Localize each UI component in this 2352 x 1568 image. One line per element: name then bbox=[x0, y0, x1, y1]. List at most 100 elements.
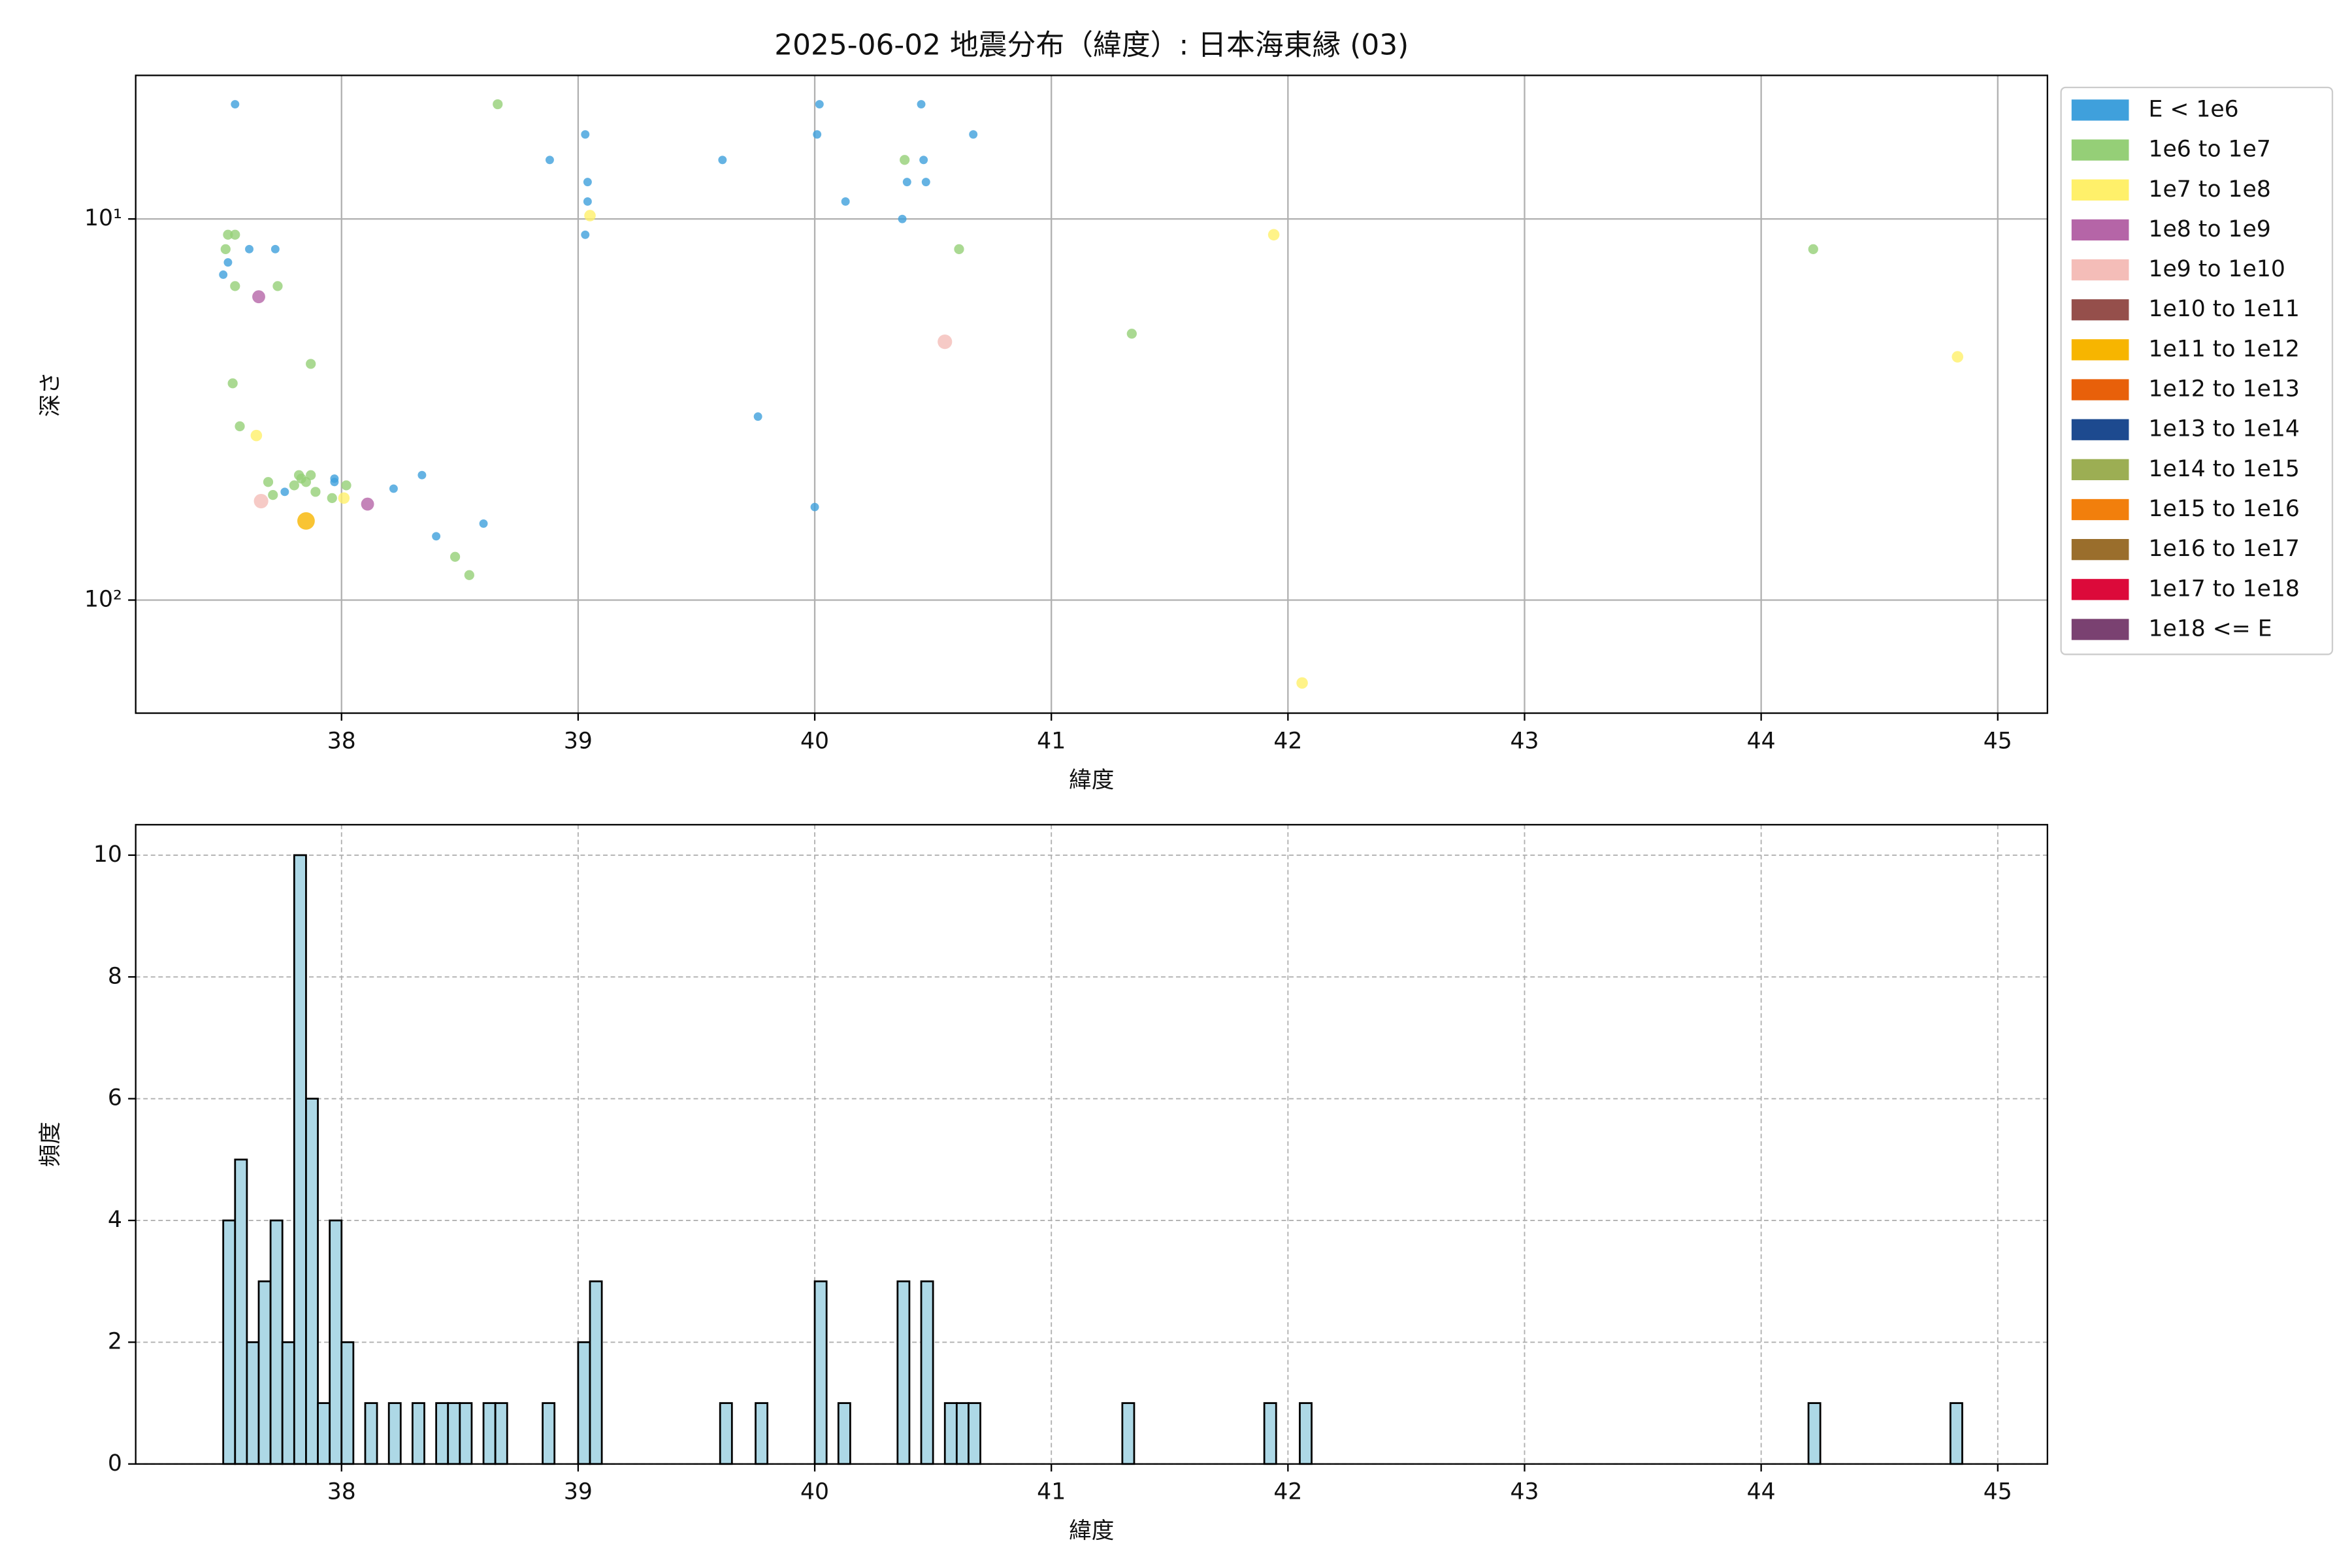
scatter-point bbox=[900, 155, 910, 165]
scatter-point bbox=[389, 484, 398, 493]
histogram-bar bbox=[719, 1402, 733, 1465]
scatter-point bbox=[898, 214, 907, 223]
scatter-point bbox=[1808, 244, 1818, 254]
x-tick-label: 44 bbox=[1747, 728, 1776, 754]
scatter-point bbox=[581, 130, 590, 139]
legend-swatch bbox=[2071, 498, 2129, 521]
scatter-point bbox=[235, 421, 245, 432]
histogram-bar bbox=[340, 1341, 355, 1465]
histogram-bar bbox=[459, 1402, 473, 1465]
histogram-bar bbox=[837, 1402, 851, 1465]
scatter-point bbox=[1296, 677, 1308, 689]
scatter-point bbox=[330, 478, 339, 487]
histogram-bar bbox=[943, 1402, 958, 1465]
x-tick-label: 39 bbox=[564, 728, 593, 754]
scatter-point bbox=[921, 178, 930, 187]
legend-swatch bbox=[2071, 379, 2129, 400]
histogram-bar bbox=[293, 854, 307, 1465]
scatter-point bbox=[1952, 351, 1963, 363]
scatter-point bbox=[253, 493, 269, 509]
legend-box bbox=[2060, 86, 2334, 655]
histogram-bar bbox=[577, 1341, 591, 1465]
y-axis-label: 頻度 bbox=[37, 1122, 63, 1167]
scatter-point bbox=[583, 197, 592, 206]
histogram-bar bbox=[234, 1158, 248, 1465]
scatter-point bbox=[341, 480, 351, 491]
legend-swatch bbox=[2071, 539, 2129, 561]
legend-swatch bbox=[2071, 299, 2129, 321]
histogram-bar bbox=[482, 1402, 497, 1465]
scatter-point bbox=[289, 480, 299, 491]
legend-label: 1e12 to 1e13 bbox=[2148, 376, 2299, 402]
legend-swatch bbox=[2071, 259, 2129, 281]
legend-swatch bbox=[2071, 99, 2129, 121]
scatter-point bbox=[250, 429, 263, 442]
y-tick-label: 6 bbox=[108, 1085, 122, 1111]
histogram-bar bbox=[1263, 1402, 1277, 1465]
legend: E < 1e6 1e6 to 1e7 1e7 to 1e8 1e8 to 1e9 1e9… bbox=[2060, 86, 2334, 655]
scatter-point bbox=[917, 100, 926, 109]
histogram-bar bbox=[896, 1280, 911, 1465]
histogram-bar bbox=[955, 1402, 970, 1465]
histogram-bar bbox=[920, 1280, 934, 1465]
scatter-point bbox=[718, 155, 727, 165]
scatter-point bbox=[310, 487, 321, 497]
scatter-point bbox=[493, 99, 503, 110]
plot-frame bbox=[135, 74, 2048, 714]
histogram-bar bbox=[317, 1402, 331, 1465]
legend-swatch bbox=[2071, 619, 2129, 640]
x-tick-label: 43 bbox=[1510, 1479, 1539, 1505]
histogram-bar bbox=[1121, 1402, 1135, 1465]
legend-swatch bbox=[2071, 339, 2129, 361]
scatter-point bbox=[223, 229, 233, 240]
legend-swatch bbox=[2071, 419, 2129, 440]
x-tick-label: 41 bbox=[1037, 728, 1066, 754]
histogram-bar bbox=[755, 1402, 769, 1465]
legend-swatch bbox=[2071, 579, 2129, 600]
chart-title: 2025-06-02 地震分布（緯度）: 日本海東縁 (03) bbox=[774, 29, 1409, 62]
x-tick-label: 45 bbox=[1984, 1479, 2012, 1505]
scatter-point bbox=[841, 197, 850, 206]
x-tick-label: 45 bbox=[1984, 728, 2012, 754]
scatter-point bbox=[417, 470, 427, 480]
scatter-point bbox=[272, 281, 283, 291]
legend-label: 1e9 to 1e10 bbox=[2148, 256, 2285, 282]
scatter-point bbox=[245, 244, 253, 253]
x-tick-label: 42 bbox=[1273, 728, 1302, 754]
y-tick-label: 2 bbox=[108, 1328, 122, 1354]
histogram-bar bbox=[589, 1280, 603, 1465]
histogram-bar bbox=[1949, 1402, 1963, 1465]
x-axis-label: 緯度 bbox=[1069, 767, 1114, 793]
scatter-point bbox=[268, 490, 278, 500]
histogram-bar bbox=[1299, 1402, 1313, 1465]
histogram-bar bbox=[813, 1280, 828, 1465]
scatter-point bbox=[220, 244, 231, 254]
x-tick-label: 42 bbox=[1273, 1479, 1302, 1505]
scatter-point bbox=[338, 492, 350, 504]
scatter-point bbox=[432, 532, 441, 541]
x-tick-label: 39 bbox=[564, 1479, 593, 1505]
legend-label: 1e6 to 1e7 bbox=[2148, 137, 2270, 163]
scatter-point bbox=[327, 493, 337, 503]
scatter-point bbox=[270, 244, 280, 253]
y-tick-label: 10 bbox=[93, 841, 122, 868]
histogram-bar bbox=[329, 1219, 343, 1465]
scatter-point bbox=[230, 281, 240, 291]
scatter-point bbox=[1267, 229, 1280, 241]
scatter-point bbox=[753, 412, 762, 421]
histogram-bar bbox=[968, 1402, 981, 1465]
x-tick-label: 41 bbox=[1037, 1479, 1066, 1505]
scatter-point bbox=[1126, 329, 1137, 339]
legend-label: 1e8 to 1e9 bbox=[2148, 216, 2270, 242]
scatter-point bbox=[545, 155, 554, 165]
legend-label: 1e16 to 1e17 bbox=[2148, 536, 2299, 562]
legend-label: 1e17 to 1e18 bbox=[2148, 576, 2299, 602]
histogram-bar bbox=[542, 1402, 556, 1465]
scatter-point bbox=[479, 519, 488, 528]
histogram-bar bbox=[269, 1219, 284, 1465]
histogram-bar bbox=[281, 1341, 295, 1465]
scatter-point bbox=[902, 178, 911, 187]
legend-label: 1e18 <= E bbox=[2148, 615, 2272, 642]
